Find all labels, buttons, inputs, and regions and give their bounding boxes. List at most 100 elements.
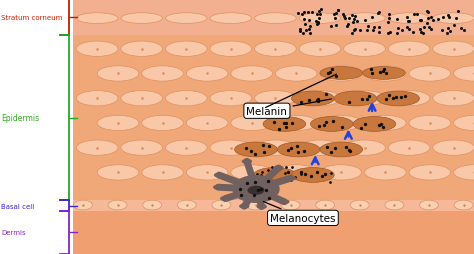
Ellipse shape [142, 116, 183, 131]
Ellipse shape [76, 140, 118, 156]
Ellipse shape [239, 204, 249, 209]
Text: Dermis: Dermis [1, 229, 26, 235]
Ellipse shape [235, 142, 277, 157]
Ellipse shape [409, 67, 451, 82]
Ellipse shape [177, 200, 196, 210]
Ellipse shape [121, 14, 163, 24]
Ellipse shape [231, 67, 273, 82]
Text: Melanocytes: Melanocytes [263, 202, 336, 223]
Ellipse shape [255, 14, 296, 24]
Ellipse shape [385, 200, 404, 210]
Text: Melanin: Melanin [246, 100, 331, 116]
Text: Basal cell: Basal cell [1, 203, 34, 209]
Ellipse shape [350, 200, 369, 210]
Ellipse shape [232, 175, 280, 203]
Ellipse shape [275, 67, 317, 82]
Bar [73, 211, 474, 254]
Ellipse shape [210, 14, 252, 24]
Ellipse shape [273, 166, 283, 171]
Ellipse shape [388, 14, 430, 24]
Ellipse shape [281, 200, 300, 210]
Ellipse shape [165, 91, 207, 106]
Ellipse shape [454, 200, 473, 210]
Ellipse shape [365, 116, 406, 131]
Ellipse shape [334, 92, 377, 106]
Ellipse shape [121, 91, 163, 106]
Ellipse shape [186, 67, 228, 82]
Ellipse shape [142, 165, 183, 180]
Ellipse shape [320, 142, 363, 157]
Ellipse shape [299, 42, 341, 57]
Ellipse shape [454, 67, 474, 82]
Ellipse shape [255, 91, 296, 106]
Ellipse shape [212, 200, 231, 210]
Ellipse shape [254, 168, 296, 183]
Ellipse shape [142, 67, 183, 82]
Ellipse shape [210, 91, 252, 106]
Ellipse shape [165, 14, 207, 24]
Ellipse shape [97, 116, 139, 131]
Ellipse shape [320, 67, 362, 82]
Ellipse shape [433, 91, 474, 106]
Ellipse shape [344, 91, 385, 106]
Ellipse shape [388, 42, 430, 57]
Ellipse shape [246, 200, 265, 210]
Ellipse shape [279, 199, 290, 204]
Ellipse shape [97, 67, 139, 82]
Ellipse shape [275, 116, 317, 131]
Ellipse shape [73, 200, 92, 210]
Ellipse shape [231, 165, 273, 180]
Ellipse shape [320, 116, 362, 131]
Ellipse shape [433, 42, 474, 57]
Bar [73, 0, 474, 36]
Ellipse shape [255, 42, 296, 57]
Text: Stratum corneum: Stratum corneum [1, 15, 62, 21]
Ellipse shape [76, 91, 118, 106]
Ellipse shape [210, 140, 252, 156]
Ellipse shape [277, 142, 320, 157]
Ellipse shape [247, 186, 264, 195]
Ellipse shape [210, 42, 252, 57]
Ellipse shape [97, 165, 139, 180]
Ellipse shape [365, 67, 406, 82]
Ellipse shape [76, 14, 118, 24]
Text: Epidermis: Epidermis [1, 114, 39, 123]
Ellipse shape [108, 200, 127, 210]
Ellipse shape [286, 176, 296, 181]
Ellipse shape [220, 196, 230, 201]
Ellipse shape [363, 67, 405, 80]
Ellipse shape [433, 140, 474, 156]
Ellipse shape [344, 14, 385, 24]
Ellipse shape [231, 116, 273, 131]
Ellipse shape [419, 200, 438, 210]
Ellipse shape [409, 165, 451, 180]
Ellipse shape [299, 140, 341, 156]
Ellipse shape [377, 92, 419, 106]
Ellipse shape [292, 92, 334, 106]
Ellipse shape [165, 140, 207, 156]
Ellipse shape [256, 204, 267, 209]
Ellipse shape [388, 140, 430, 156]
Ellipse shape [121, 140, 163, 156]
Ellipse shape [388, 91, 430, 106]
Ellipse shape [353, 117, 396, 132]
Ellipse shape [316, 200, 335, 210]
Ellipse shape [165, 42, 207, 57]
Ellipse shape [186, 165, 228, 180]
Bar [73, 201, 474, 211]
Ellipse shape [454, 116, 474, 131]
Ellipse shape [121, 42, 163, 57]
Ellipse shape [186, 116, 228, 131]
Ellipse shape [255, 140, 296, 156]
Ellipse shape [409, 116, 451, 131]
Ellipse shape [275, 165, 317, 180]
Ellipse shape [320, 67, 363, 80]
Ellipse shape [299, 14, 341, 24]
Ellipse shape [263, 117, 306, 132]
Ellipse shape [433, 14, 474, 24]
Ellipse shape [344, 42, 385, 57]
Ellipse shape [320, 165, 362, 180]
Ellipse shape [213, 185, 223, 190]
Ellipse shape [344, 140, 385, 156]
Ellipse shape [292, 168, 334, 183]
